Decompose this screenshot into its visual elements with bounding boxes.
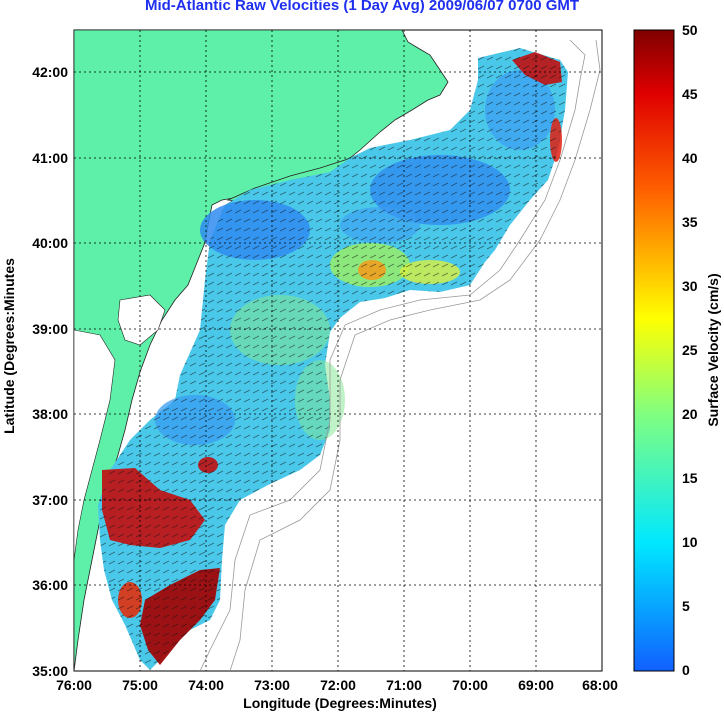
colorbar-tick: 0 bbox=[682, 662, 690, 678]
x-tick-label: 72:00 bbox=[320, 677, 356, 693]
x-tick-label: 76:00 bbox=[56, 677, 92, 693]
y-tick-label: 41:00 bbox=[32, 150, 68, 166]
colorbar-tick: 35 bbox=[682, 214, 698, 230]
x-tick-label: 71:00 bbox=[386, 677, 422, 693]
colorbar-tick: 5 bbox=[682, 598, 690, 614]
y-tick-label: 36:00 bbox=[32, 577, 68, 593]
y-tick-label: 39:00 bbox=[32, 321, 68, 337]
x-tick-label: 69:00 bbox=[518, 677, 554, 693]
x-tick-label: 68:00 bbox=[582, 677, 618, 693]
y-tick-label: 37:00 bbox=[32, 492, 68, 508]
x-tick-label: 74:00 bbox=[188, 677, 224, 693]
colorbar-tick: 40 bbox=[682, 150, 698, 166]
y-tick-label: 40:00 bbox=[32, 235, 68, 251]
colorbar-tick: 45 bbox=[682, 86, 698, 102]
chesapeake-bay bbox=[74, 329, 116, 561]
colorbar bbox=[633, 29, 675, 672]
x-tick-label: 73:00 bbox=[254, 677, 290, 693]
bathymetry-contour bbox=[199, 39, 586, 671]
y-tick-labels: 42:00 41:00 40:00 39:00 38:00 37:00 36:0… bbox=[32, 64, 68, 679]
y-tick-label: 38:00 bbox=[32, 406, 68, 422]
colorbar-tick: 15 bbox=[682, 470, 698, 486]
colorbar-tick-labels: 50 45 40 35 30 25 20 15 10 5 0 bbox=[682, 22, 698, 678]
delaware-bay bbox=[117, 294, 166, 346]
colorbar-tick: 30 bbox=[682, 278, 698, 294]
grid-lines bbox=[74, 30, 602, 671]
y-tick-label: 35:00 bbox=[32, 663, 68, 679]
x-tick-labels: 76:00 75:00 74:00 73:00 72:00 71:00 70:0… bbox=[56, 677, 618, 693]
y-axis-label: Latitude (Degrees:Minutes bbox=[1, 258, 17, 434]
x-axis-label: Longitude (Degrees:Minutes) bbox=[243, 695, 437, 711]
colorbar-tick: 50 bbox=[682, 22, 698, 38]
x-tick-label: 75:00 bbox=[122, 677, 158, 693]
map-title: Mid-Atlantic Raw Velocities (1 Day Avg) … bbox=[144, 0, 580, 14]
bathymetry-contour bbox=[229, 39, 601, 671]
colorbar-tick: 20 bbox=[682, 406, 698, 422]
colorbar-tick: 10 bbox=[682, 534, 698, 550]
y-tick-label: 42:00 bbox=[32, 64, 68, 80]
colorbar-tick: 25 bbox=[682, 342, 698, 358]
velocity-vectors bbox=[98, 48, 568, 670]
x-tick-label: 70:00 bbox=[452, 677, 488, 693]
colorbar-label: Surface Velocity (cm/s) bbox=[705, 273, 721, 426]
